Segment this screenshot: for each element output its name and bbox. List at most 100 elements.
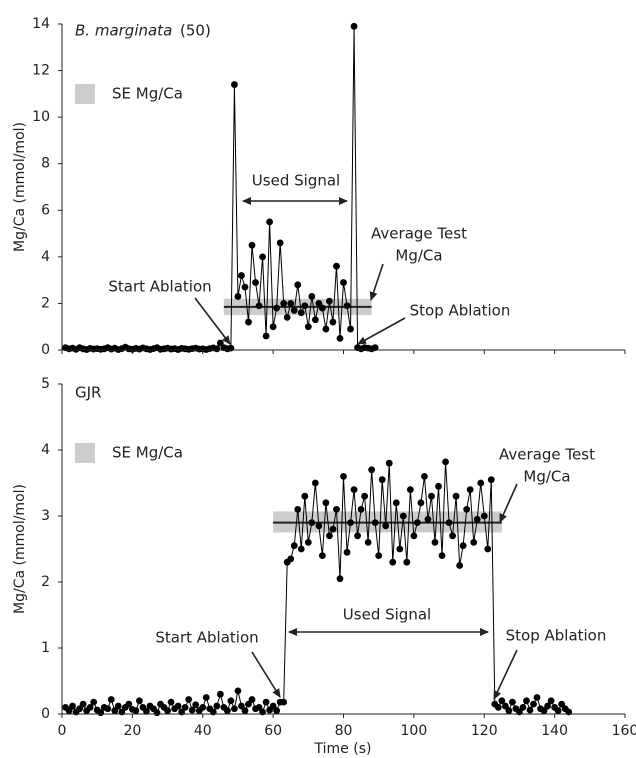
y-tick-label: 6	[41, 202, 50, 218]
data-point	[428, 492, 435, 500]
y-tick-label: 4	[41, 442, 50, 458]
data-point	[318, 552, 326, 559]
data-point	[322, 325, 330, 333]
data-point	[530, 700, 537, 708]
data-point	[547, 697, 555, 705]
data-point	[519, 704, 527, 711]
data-point	[473, 515, 481, 523]
data-point	[459, 542, 467, 550]
data-point	[65, 707, 73, 715]
data-point	[241, 707, 249, 715]
data-point	[354, 532, 361, 540]
x-axis-label: Time (s)	[314, 741, 372, 757]
annotation: Stop Ablation	[410, 302, 511, 320]
data-point	[273, 304, 281, 312]
data-point	[111, 707, 119, 715]
data-point	[350, 22, 358, 30]
data-point	[399, 512, 407, 520]
y-axis-label: Mg/Ca (mmol/mol)	[12, 122, 28, 252]
data-point	[329, 318, 337, 326]
legend-swatch	[75, 443, 95, 463]
annotation: Mg/Ca	[523, 468, 570, 486]
data-point	[421, 473, 428, 480]
annotation: Used Signal	[343, 606, 431, 624]
data-point	[389, 558, 397, 566]
annotation: Start Ablation	[108, 278, 211, 296]
data-point	[477, 479, 485, 487]
annotation: Average Test	[371, 225, 467, 243]
x-tick-label: 120	[471, 723, 498, 739]
y-tick-label: 12	[32, 63, 50, 79]
data-point	[315, 300, 323, 307]
data-point	[234, 293, 242, 300]
data-point	[406, 486, 414, 493]
data-point	[143, 707, 150, 715]
data-point	[238, 272, 245, 279]
data-point	[413, 519, 421, 526]
y-tick-label: 2	[41, 295, 50, 311]
data-point	[544, 702, 551, 710]
data-point	[340, 473, 347, 480]
data-point	[308, 519, 316, 526]
data-point	[526, 706, 534, 714]
x-tick-label: 100	[401, 723, 428, 739]
y-tick-label: 4	[41, 249, 50, 265]
data-point	[290, 542, 298, 550]
data-point	[227, 344, 235, 352]
data-point	[227, 697, 235, 705]
data-point	[308, 293, 316, 300]
data-point	[79, 700, 87, 708]
data-point	[294, 506, 302, 513]
data-point	[188, 706, 196, 714]
data-point	[192, 701, 200, 709]
annotation: Average Test	[499, 446, 595, 464]
arrow	[499, 483, 518, 523]
arrow	[493, 649, 518, 700]
data-point	[417, 499, 425, 507]
data-point	[185, 696, 193, 703]
data-point	[470, 539, 478, 546]
data-point	[301, 302, 309, 310]
data-point	[290, 307, 298, 314]
annotation: Used Signal	[252, 172, 340, 190]
data-point	[509, 698, 516, 706]
data-point	[245, 318, 252, 326]
arrow	[357, 317, 406, 345]
data-point	[449, 532, 456, 540]
data-point	[357, 506, 365, 513]
data-point	[350, 486, 358, 493]
data-point	[501, 702, 509, 710]
data-point	[287, 300, 295, 307]
data-point	[480, 512, 488, 520]
data-point	[343, 302, 351, 310]
data-point	[343, 548, 351, 556]
data-point	[86, 704, 94, 711]
data-point	[311, 316, 319, 324]
panel-title-count: (50)	[180, 22, 211, 40]
data-point	[283, 314, 291, 321]
data-point	[266, 218, 274, 226]
x-tick-label: 40	[194, 723, 212, 739]
y-tick-label: 0	[41, 342, 50, 358]
data-point	[463, 506, 471, 513]
data-point	[315, 522, 323, 530]
data-point	[431, 539, 439, 546]
data-point	[410, 532, 418, 540]
data-point	[76, 705, 83, 713]
data-point	[396, 545, 404, 553]
arrow	[251, 651, 281, 698]
data-point	[347, 519, 354, 526]
legend-label: SE Mg/Ca	[112, 444, 183, 462]
data-point	[523, 697, 530, 705]
data-point	[104, 705, 112, 713]
data-point	[322, 499, 330, 507]
data-point	[294, 281, 302, 289]
data-point	[238, 702, 245, 710]
data-point	[456, 562, 464, 569]
data-point	[297, 545, 305, 553]
y-tick-label: 2	[41, 574, 50, 590]
x-tick-label: 140	[541, 723, 568, 739]
panel-title: GJR	[75, 384, 101, 402]
data-point	[554, 707, 562, 715]
data-point	[326, 297, 333, 305]
